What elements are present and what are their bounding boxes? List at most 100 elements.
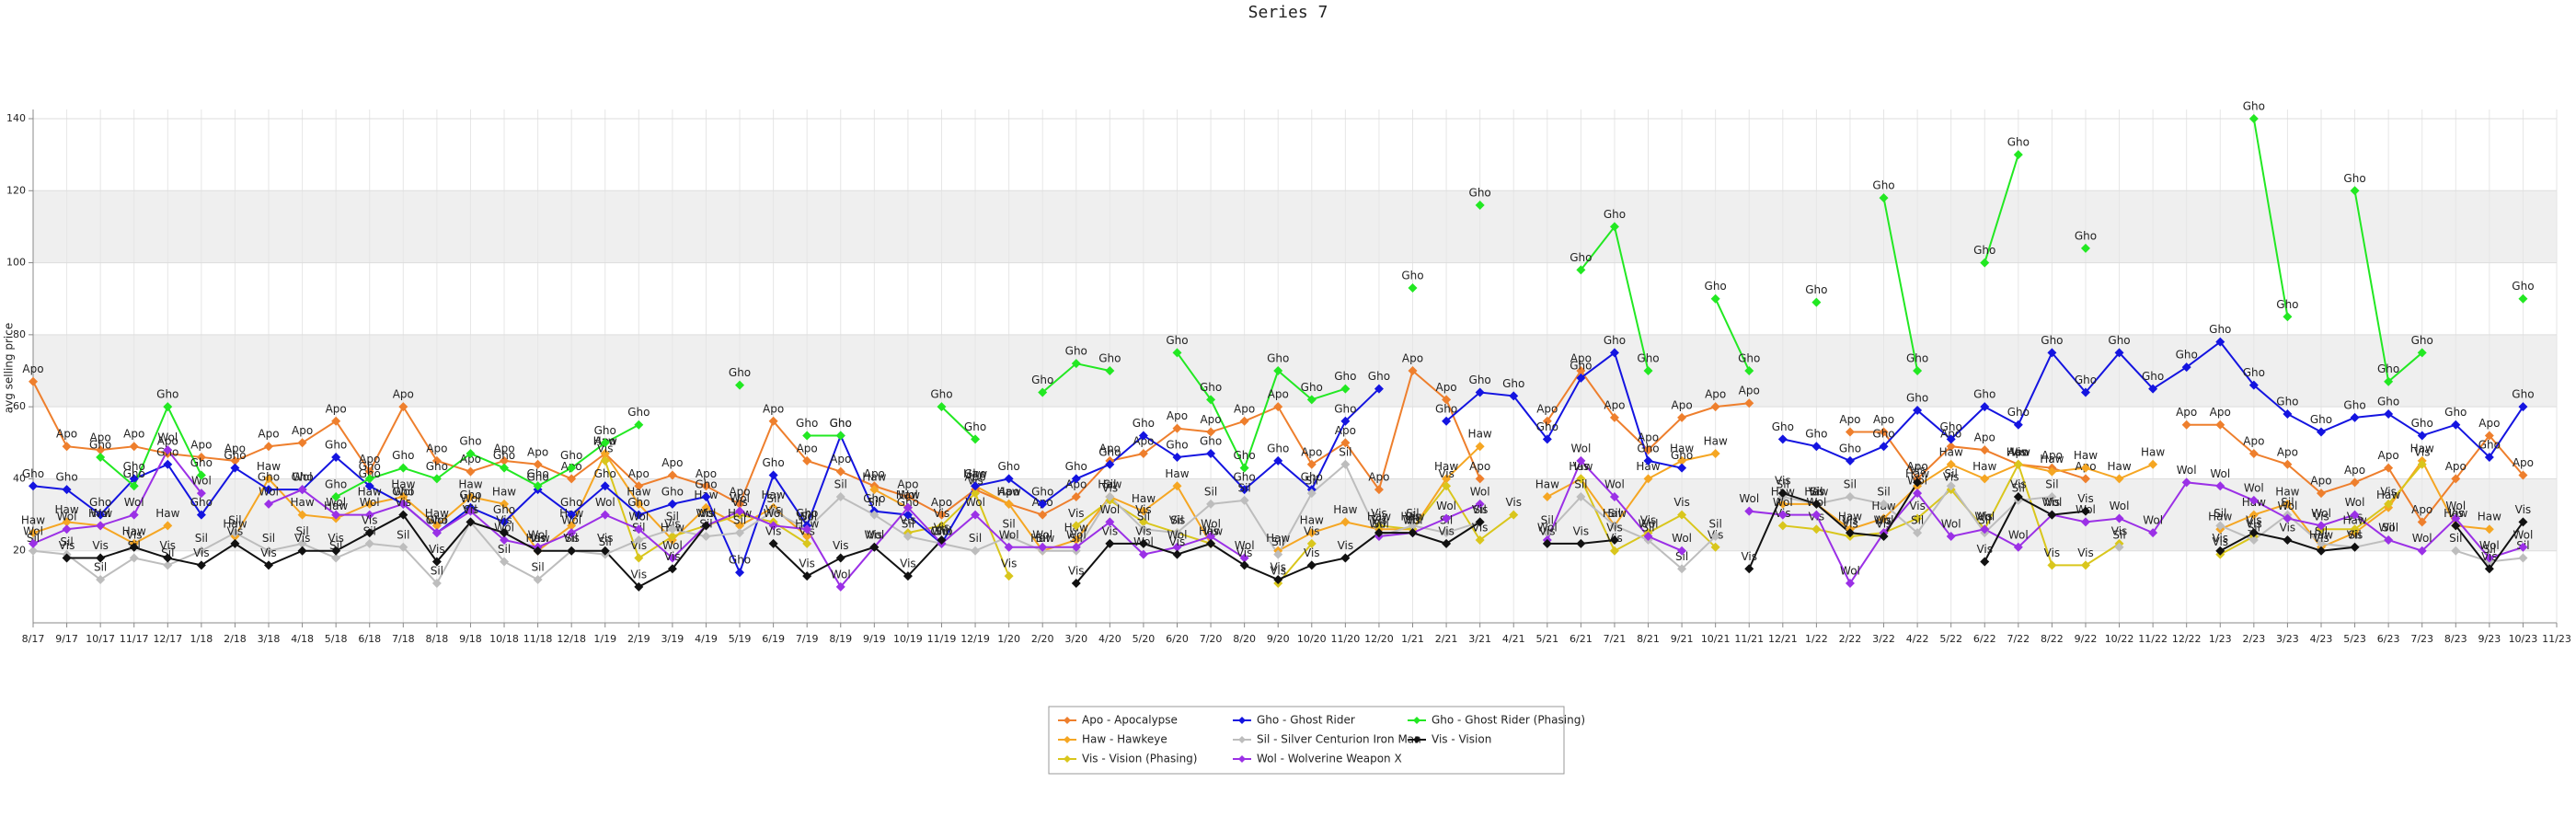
point-label: Apo	[224, 442, 246, 454]
point-label: Wol	[2311, 507, 2331, 520]
point-marker	[634, 524, 644, 535]
x-tick-label: 7/22	[2007, 633, 2030, 645]
point-label: Vis	[1438, 524, 1455, 537]
point-marker	[835, 492, 845, 501]
x-tick-label: 11/21	[1734, 633, 1764, 645]
point-label: Wol	[90, 507, 110, 520]
point-label: Gho	[1637, 442, 1659, 454]
point-label: Wol	[157, 431, 178, 444]
point-marker	[62, 442, 72, 452]
point-marker	[567, 474, 577, 484]
point-marker	[533, 481, 543, 491]
point-marker	[1206, 449, 1216, 459]
point-label: Haw	[1333, 503, 1357, 516]
legend-label: Vis - Vision	[1432, 733, 1491, 746]
point-marker	[1306, 528, 1317, 538]
point-marker	[1340, 517, 1351, 527]
point-label: Haw	[290, 496, 314, 509]
point-label: Gho	[1872, 179, 1894, 192]
point-label: Apo	[258, 428, 279, 441]
point-marker	[364, 499, 374, 509]
point-marker	[1609, 521, 1619, 531]
x-tick-label: 6/20	[1166, 633, 1189, 645]
point-marker	[937, 510, 947, 520]
point-marker	[1980, 402, 1990, 412]
point-marker	[1172, 542, 1182, 552]
point-marker	[1677, 510, 1687, 520]
point-marker	[802, 431, 812, 441]
point-label: Gho	[1166, 334, 1188, 347]
point-label: Sil	[195, 532, 208, 545]
point-marker	[1576, 538, 1586, 548]
legend-marker	[1238, 755, 1246, 763]
point-marker	[701, 532, 711, 542]
point-marker	[2417, 431, 2427, 441]
point-label: Haw	[358, 485, 382, 498]
point-marker	[1475, 387, 1485, 397]
point-label: Wol	[864, 528, 884, 541]
point-label: Sil	[228, 514, 241, 527]
point-marker	[1576, 265, 1586, 275]
point-label: Gho	[627, 496, 650, 509]
x-tick-label: 9/23	[2478, 633, 2501, 645]
point-label: Haw	[2007, 445, 2030, 458]
point-marker	[1913, 513, 1923, 523]
point-label: Gho	[2276, 298, 2298, 311]
point-marker	[533, 575, 543, 585]
point-marker	[2518, 402, 2528, 412]
point-label: Vis	[698, 507, 715, 520]
point-label: Sil	[1777, 478, 1789, 491]
point-marker	[1576, 373, 1586, 383]
point-label: Wol	[1941, 518, 1961, 531]
point-label: Sil	[2214, 507, 2226, 520]
point-marker	[1138, 517, 1148, 527]
point-marker	[1306, 560, 1317, 570]
point-marker	[869, 485, 880, 495]
point-marker	[2484, 553, 2494, 563]
point-label: Wol	[1874, 514, 1894, 527]
point-label: Wol	[999, 528, 1019, 541]
point-label: Haw	[1434, 460, 1458, 473]
x-tick-label: 10/22	[2105, 633, 2134, 645]
point-label: Vis	[1202, 524, 1219, 537]
point-label: Gho	[2310, 413, 2332, 426]
point-label: Vis	[563, 532, 580, 545]
point-marker	[1744, 366, 1754, 375]
point-label: Vis	[429, 543, 445, 556]
point-marker	[735, 380, 745, 390]
point-label: Haw	[1132, 492, 1156, 505]
point-marker	[2283, 513, 2293, 523]
point-label: Apo	[1167, 409, 1188, 422]
point-marker	[1172, 348, 1182, 358]
point-label: Sil	[431, 564, 443, 577]
point-label: Vis	[631, 568, 648, 581]
point-label: Apo	[56, 428, 77, 441]
point-marker	[667, 553, 677, 563]
point-label: Wol	[898, 489, 918, 501]
point-label: Apo	[1200, 413, 1221, 426]
x-tick-label: 4/20	[1098, 633, 1121, 645]
point-label: Sil	[1877, 485, 1890, 498]
point-label: Gho	[2343, 172, 2365, 185]
point-label: Gho	[291, 471, 313, 484]
point-label: Vis	[1135, 524, 1152, 537]
point-marker	[96, 510, 106, 520]
point-label: Haw	[1266, 532, 1290, 545]
point-marker	[1374, 521, 1384, 531]
x-tick-label: 4/19	[695, 633, 718, 645]
point-marker	[1239, 495, 1249, 505]
point-marker	[1643, 366, 1653, 375]
point-marker	[1777, 434, 1788, 444]
point-marker	[735, 506, 745, 516]
point-marker	[364, 481, 374, 491]
point-marker	[1710, 449, 1720, 459]
point-marker	[2384, 535, 2394, 545]
point-marker	[835, 553, 845, 563]
point-marker	[2080, 474, 2090, 484]
point-label: Sil	[161, 546, 174, 559]
point-marker	[903, 571, 913, 581]
point-label: Gho	[1637, 352, 1659, 365]
point-marker	[1980, 445, 1990, 455]
point-marker	[1677, 463, 1687, 473]
x-tick-label: 12/19	[960, 633, 990, 645]
